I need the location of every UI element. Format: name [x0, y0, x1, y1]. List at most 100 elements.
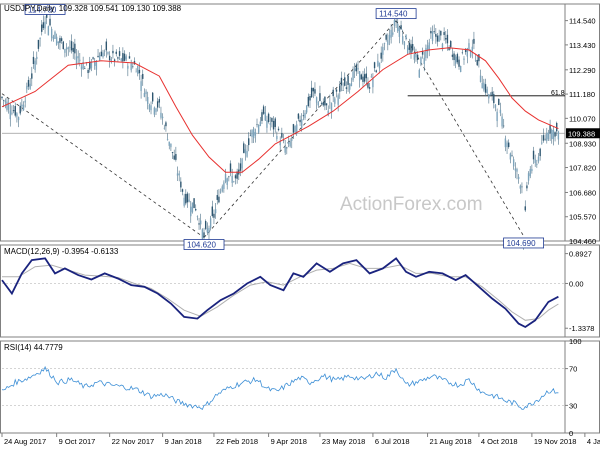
candle-body [416, 54, 419, 60]
candle-body [471, 46, 473, 52]
candle-body [324, 96, 326, 106]
candle-body [455, 56, 457, 64]
candle-body [476, 59, 478, 66]
candle-body [349, 84, 351, 90]
candle-body [103, 51, 106, 52]
price-y-tick-label: 106.680 [569, 188, 596, 197]
rsi-y-tick-label: 0 [569, 429, 573, 438]
candle-body [44, 21, 46, 29]
candle-body [484, 84, 487, 93]
candle-body [494, 104, 497, 108]
candle-body [315, 97, 318, 103]
candle-body [532, 150, 535, 160]
candle-body [443, 32, 445, 36]
candle-body [526, 185, 528, 189]
candle-body [272, 120, 275, 130]
candle-body [233, 181, 235, 182]
candle-body [143, 93, 146, 97]
candle-body [466, 48, 469, 57]
candle-body [47, 26, 50, 36]
candle-body [64, 48, 66, 53]
candle-body [52, 36, 55, 40]
candle-body [299, 119, 301, 123]
candle-body [72, 47, 74, 52]
candle-body [256, 124, 258, 126]
candle-body [62, 41, 64, 50]
candle-body [49, 18, 51, 26]
price-y-tick-label: 108.930 [569, 139, 596, 148]
candle-body [130, 63, 132, 71]
candle-body [428, 42, 430, 51]
candle-body [123, 53, 126, 61]
candle-body [314, 89, 316, 94]
candle-body [41, 24, 43, 32]
candle-body [344, 77, 346, 86]
price-layer: 61.8 114.730 104.620 114.540 104.690 [1, 4, 565, 250]
ohlc-label: 109.328 109.541 109.130 109.388 [59, 4, 182, 13]
x-tick-label: 4 Oct 2018 [481, 437, 518, 446]
candle-body [11, 112, 13, 114]
candle-body [458, 59, 460, 67]
candle-body [542, 135, 545, 141]
candle-body [100, 51, 103, 57]
macd-y-tick-label: 0.8927 [569, 250, 592, 259]
candle-body [115, 51, 117, 54]
candle-body [264, 112, 266, 121]
candle-body [67, 47, 69, 49]
candle-body [84, 68, 86, 69]
candle-body [491, 91, 493, 96]
candle-body [554, 132, 556, 137]
candle-body [539, 148, 541, 157]
candle-body [403, 42, 406, 46]
candle-body [171, 152, 174, 154]
candle-body [16, 113, 18, 117]
candle-body [60, 38, 63, 41]
candle-body [165, 122, 167, 127]
candle-body [178, 173, 180, 176]
candle-body [1, 96, 3, 99]
candle-body [82, 61, 84, 69]
candle-body [90, 61, 93, 68]
candle-body [193, 198, 195, 209]
candle-body [463, 58, 465, 61]
x-tick-label: 23 May 2018 [322, 437, 365, 446]
candle-body [150, 105, 152, 111]
candle-body [418, 69, 420, 78]
candle-body [395, 20, 397, 22]
candle-body [433, 31, 435, 33]
price-y-tick-label: 105.570 [569, 213, 596, 222]
candle-body [469, 50, 472, 57]
candle-body [262, 106, 265, 114]
candle-body [413, 54, 416, 60]
candle-body [198, 223, 200, 225]
candle-body [519, 185, 521, 189]
candle-body [415, 54, 417, 58]
candle-body [375, 70, 377, 73]
rsi-line [1, 365, 559, 410]
candle-body [410, 44, 412, 53]
candle-body [516, 169, 518, 172]
price-y-tick-label: 113.430 [569, 41, 596, 50]
candle-body [312, 87, 315, 92]
candle-body [151, 92, 154, 102]
candle-body [27, 79, 30, 87]
candle-body [180, 181, 182, 188]
candle-body [161, 116, 164, 119]
candle-body [320, 103, 323, 105]
x-tick-label: 9 Oct 2017 [59, 437, 96, 446]
candle-body [301, 119, 303, 128]
candle-body [32, 56, 35, 65]
rsi-layer [1, 365, 565, 410]
candle-body [224, 174, 227, 182]
candle-body [218, 196, 220, 203]
price-y-tick-label: 111.180 [569, 90, 595, 99]
candle-body [74, 43, 76, 54]
macd-signal-line [2, 262, 559, 321]
candle-body [147, 96, 149, 104]
candle-body [408, 42, 411, 50]
candle-body [94, 61, 96, 66]
candle-body [286, 147, 288, 149]
candle-body [340, 77, 343, 86]
candle-body [117, 57, 119, 59]
candle-body [435, 33, 437, 37]
